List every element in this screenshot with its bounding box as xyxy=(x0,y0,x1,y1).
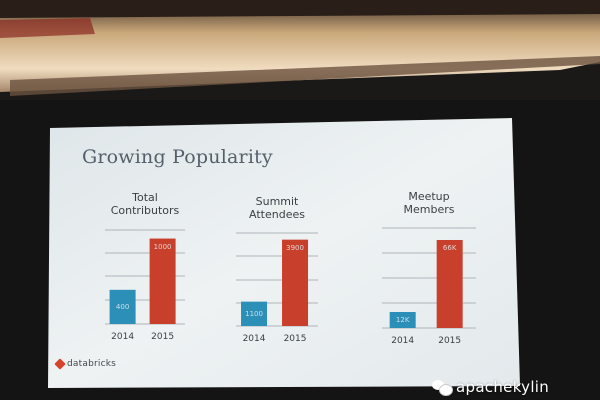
chart-2-bar-2014 xyxy=(241,301,268,326)
chart-3-bar-2014 xyxy=(389,312,416,328)
chart-1-bar-2015 xyxy=(149,238,176,324)
wechat-icon xyxy=(432,379,453,396)
watermark: apachekylin xyxy=(432,378,549,396)
watermark-text: apachekylin xyxy=(456,378,550,396)
chart-1-bar-2014 xyxy=(109,289,136,324)
chart-2-bar-2015 xyxy=(282,239,309,326)
chart-3-bar-2015 xyxy=(436,240,463,328)
